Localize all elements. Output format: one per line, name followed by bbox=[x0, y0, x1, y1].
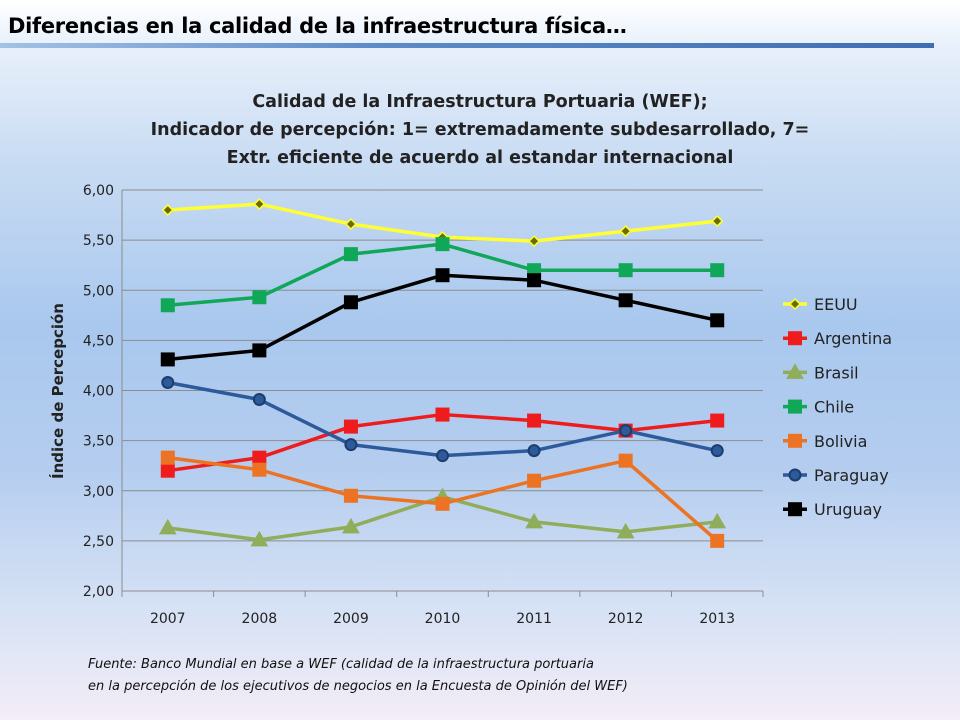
data-point bbox=[160, 450, 175, 465]
legend-label: Bolivia bbox=[814, 432, 867, 451]
y-tick-label: 5,50 bbox=[83, 233, 114, 249]
data-point bbox=[252, 450, 267, 465]
data-point bbox=[160, 298, 175, 313]
data-point bbox=[618, 263, 633, 278]
data-point bbox=[618, 453, 633, 468]
data-point bbox=[710, 263, 725, 278]
chart-title: Calidad de la Infraestructura Portuaria … bbox=[100, 88, 860, 172]
legend-label: Argentina bbox=[814, 329, 892, 348]
data-point bbox=[161, 375, 175, 389]
data-point bbox=[343, 419, 358, 434]
data-point bbox=[435, 407, 450, 422]
source-line-2: en la percepción de los ejecutivos de ne… bbox=[88, 679, 628, 694]
data-point bbox=[788, 399, 802, 414]
series-uruguay bbox=[160, 268, 725, 367]
data-point bbox=[710, 533, 725, 548]
chart-title-line-2: Indicador de percepción: 1= extremadamen… bbox=[150, 120, 810, 140]
source-note: Fuente: Banco Mundial en base a WEF (cal… bbox=[88, 654, 628, 698]
data-point bbox=[527, 273, 542, 288]
legend-item-argentina: Argentina bbox=[783, 329, 892, 348]
data-point bbox=[788, 502, 802, 517]
y-tick-label: 5,00 bbox=[83, 283, 114, 299]
data-point bbox=[527, 473, 542, 488]
legend-label: Brasil bbox=[814, 363, 859, 382]
y-tick-label: 4,50 bbox=[83, 333, 114, 349]
series-bolivia bbox=[160, 450, 725, 548]
data-point bbox=[252, 393, 266, 407]
chart-title-line-3: Extr. eficiente de acuerdo al estandar i… bbox=[226, 148, 734, 168]
series-line bbox=[167, 412, 718, 473]
data-point bbox=[160, 463, 175, 478]
data-point bbox=[711, 215, 724, 228]
y-tick-label: 6,00 bbox=[83, 183, 114, 199]
data-point bbox=[343, 488, 358, 503]
data-point bbox=[344, 218, 357, 231]
x-tick-label: 2011 bbox=[516, 611, 552, 627]
data-point bbox=[710, 413, 725, 428]
legend-label: Chile bbox=[814, 398, 854, 417]
x-tick-label: 2008 bbox=[242, 611, 278, 627]
data-point bbox=[250, 530, 269, 547]
legend-item-chile: Chile bbox=[783, 398, 854, 417]
data-point bbox=[786, 363, 804, 379]
y-tick-label: 3,00 bbox=[83, 484, 114, 500]
legend-label: Uruguay bbox=[814, 500, 882, 519]
data-point bbox=[525, 512, 543, 529]
series-paraguay bbox=[161, 375, 724, 463]
x-tick-label: 2007 bbox=[150, 611, 186, 627]
data-point bbox=[435, 268, 450, 283]
y-tick-label: 4,00 bbox=[83, 384, 114, 400]
data-point bbox=[436, 449, 449, 463]
legend-label: EEUU bbox=[814, 295, 858, 314]
data-point bbox=[788, 433, 802, 448]
data-point bbox=[618, 293, 633, 308]
data-point bbox=[528, 235, 541, 248]
x-tick-label: 2012 bbox=[608, 611, 644, 627]
legend-item-bolivia: Bolivia bbox=[783, 432, 867, 451]
data-point bbox=[343, 247, 358, 262]
chart-title-line-1: Calidad de la Infraestructura Portuaria … bbox=[252, 92, 708, 112]
source-line-1: Fuente: Banco Mundial en base a WEF (cal… bbox=[88, 657, 594, 672]
data-point bbox=[616, 522, 635, 539]
data-point bbox=[252, 343, 267, 358]
data-point bbox=[619, 225, 632, 238]
data-point bbox=[788, 331, 802, 346]
y-tick-label: 2,00 bbox=[83, 584, 114, 600]
data-point bbox=[253, 197, 266, 211]
data-point bbox=[708, 512, 727, 529]
slide-title: Diferencias en la calidad de la infraest… bbox=[8, 14, 627, 38]
y-tick-label: 3,50 bbox=[83, 434, 114, 450]
legend-item-paraguay: Paraguay bbox=[783, 466, 889, 485]
data-point bbox=[342, 517, 360, 534]
data-point bbox=[710, 313, 725, 328]
data-point bbox=[527, 413, 542, 428]
data-point bbox=[435, 496, 450, 511]
title-underline bbox=[0, 43, 934, 48]
legend-item-uruguay: Uruguay bbox=[783, 500, 882, 519]
data-point bbox=[343, 295, 358, 310]
x-tick-label: 2013 bbox=[699, 611, 735, 627]
data-point bbox=[435, 237, 450, 252]
legend-item-eeuu: EEUU bbox=[783, 295, 858, 314]
series-line bbox=[167, 273, 718, 362]
data-point bbox=[344, 438, 358, 452]
y-tick-label: 2,50 bbox=[83, 534, 114, 550]
y-axis-label: Índice de Percepción bbox=[48, 303, 67, 479]
data-point bbox=[527, 444, 541, 458]
data-point bbox=[619, 424, 633, 438]
data-point bbox=[788, 297, 802, 311]
data-point bbox=[710, 444, 724, 458]
legend-label: Paraguay bbox=[814, 466, 889, 485]
data-point bbox=[252, 462, 267, 477]
x-tick-label: 2009 bbox=[333, 611, 369, 627]
data-point bbox=[158, 518, 177, 535]
data-point bbox=[788, 468, 802, 482]
legend-item-brasil: Brasil bbox=[783, 363, 859, 382]
data-point bbox=[252, 290, 267, 305]
data-point bbox=[161, 203, 174, 217]
x-tick-label: 2010 bbox=[425, 611, 461, 627]
data-point bbox=[160, 352, 175, 367]
